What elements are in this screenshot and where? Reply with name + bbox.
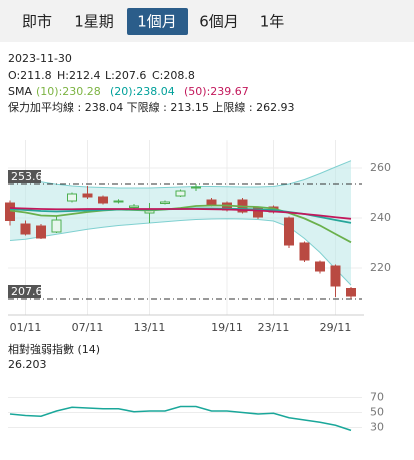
y-tick-label: 50 (370, 406, 384, 419)
y-tick-label: 240 (370, 211, 391, 224)
reference-label-bg (8, 285, 41, 298)
date: 2023-11-30 (8, 52, 72, 65)
ohlc: C:208.8 (152, 69, 195, 82)
x-tick-label: 01/11 (10, 321, 42, 334)
reference-label: 253.6 (11, 170, 43, 183)
y-tick-label: 30 (370, 421, 384, 434)
tab-selected-bg (127, 8, 188, 35)
candle-body (51, 219, 62, 233)
rsi-current: 26.203 (8, 358, 47, 371)
x-tick-label: 29/11 (320, 321, 352, 334)
ohlc: O:211.8 (8, 69, 52, 82)
tab[interactable]: 1星期 (74, 13, 114, 31)
x-tick-label: 19/11 (211, 321, 243, 334)
bollinger-info: 保力加平均線 : 238.04 下限線 : 213.15 上限線 : 262.9… (8, 100, 295, 114)
tab-bar (0, 0, 414, 42)
band-edge (9, 218, 352, 286)
sma-line (9, 207, 352, 220)
x-tick-label: 13/11 (134, 321, 166, 334)
candle-body (129, 205, 139, 208)
candle-body (175, 190, 186, 197)
ohlc: H:212.4 (57, 69, 100, 82)
candle-body (206, 199, 217, 206)
candle-body (315, 261, 325, 272)
ohlc: L:207.6 (105, 69, 146, 82)
rsi-title: 相對強弱指數 (14) (8, 342, 100, 356)
reference-label-bg (8, 170, 41, 183)
candle-body (299, 242, 310, 261)
candle-body (330, 265, 341, 287)
y-tick-label: 260 (370, 161, 391, 174)
tab[interactable]: 1個月 (137, 13, 177, 31)
bollinger-band (10, 160, 351, 286)
tab[interactable]: 即市 (22, 13, 52, 31)
y-tick-label: 70 (370, 391, 384, 404)
reference-label: 207.6 (11, 285, 43, 298)
candle-body (36, 225, 46, 239)
sma-value: (10):230.28 (36, 85, 101, 98)
candle-body (113, 200, 124, 203)
tab[interactable]: 6個月 (199, 13, 239, 31)
candle-body (82, 193, 93, 198)
candle-body (284, 217, 294, 246)
candle-body (191, 186, 201, 189)
candle-body (67, 193, 77, 202)
rsi-line (9, 405, 352, 432)
y-tick-label: 220 (370, 261, 391, 274)
band-edge (9, 160, 352, 189)
tab[interactable]: 1年 (260, 13, 285, 31)
candle-body (160, 201, 170, 204)
candle-body (20, 223, 31, 235)
sma-value: (50):239.67 (184, 85, 249, 98)
candle-body (253, 207, 263, 218)
sma-line (9, 204, 352, 244)
sma-value: (20):238.04 (110, 85, 175, 98)
candle-body (346, 288, 356, 297)
candle-body (98, 196, 108, 204)
x-tick-label: 23/11 (258, 321, 290, 334)
x-tick-label: 07/11 (72, 321, 104, 334)
sma-label: SMA (8, 85, 32, 98)
